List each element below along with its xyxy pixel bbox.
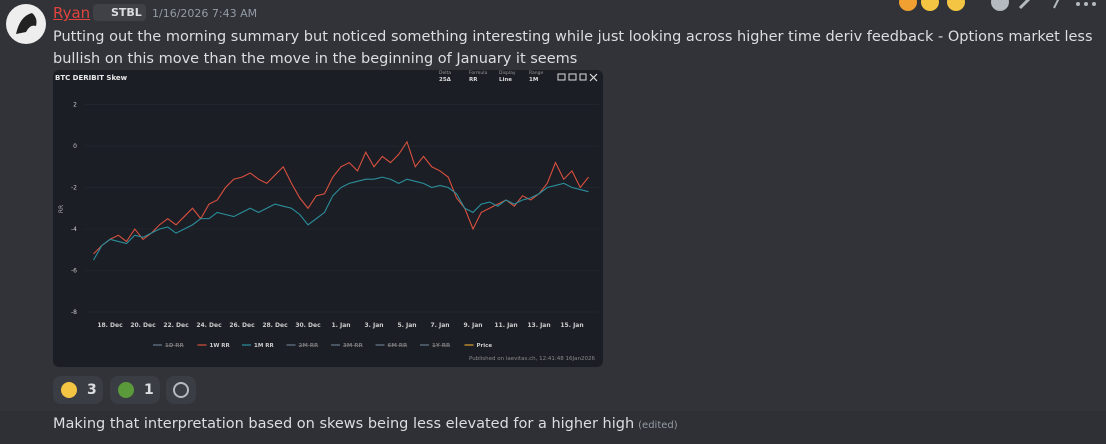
y-tick-label: -8 <box>71 309 77 316</box>
x-tick-label: 22. Dec <box>163 322 189 329</box>
message-text: Making that interpretation based on skew… <box>53 416 678 432</box>
y-axis-label: RR <box>58 205 65 213</box>
legend-label[interactable]: 1Y RR <box>432 343 451 349</box>
legend-label[interactable]: 1W RR <box>210 343 231 349</box>
control-label: Display <box>499 70 516 76</box>
x-tick-label: 18. Dec <box>97 322 123 329</box>
y-tick-label: -4 <box>71 226 77 233</box>
footnote: Published on laevitas.ch, 12:41:48 16Jan… <box>469 356 595 362</box>
legend-label[interactable]: 1M RR <box>254 343 274 349</box>
control-label: Range <box>529 70 543 76</box>
x-tick-label: 26. Dec <box>229 322 255 329</box>
reaction-pepe[interactable]: 1 <box>110 376 160 404</box>
y-tick-label: -2 <box>71 185 77 192</box>
edited-tag: (edited) <box>638 420 678 431</box>
y-tick-label: 0 <box>73 143 77 150</box>
legend-label[interactable]: 3M RR <box>343 343 363 349</box>
avatar[interactable] <box>6 4 46 44</box>
x-tick-label: 7. Jan <box>430 322 449 329</box>
legend-label[interactable]: 2M RR <box>299 343 319 349</box>
chart-toolbar[interactable] <box>557 73 598 82</box>
x-tick-label: 30. Dec <box>295 322 321 329</box>
chart-image[interactable]: BTC DERIBIT Skew RR Published on laevita… <box>53 70 603 367</box>
add-reaction[interactable] <box>166 376 196 404</box>
username[interactable]: Ryan <box>53 4 91 22</box>
control-label: Delta <box>439 70 451 76</box>
control-value: 1M <box>529 77 538 83</box>
reaction-count: 3 <box>87 382 97 398</box>
message-body: Making that interpretation based on skew… <box>53 416 635 432</box>
timestamp: 1/16/2026 7:43 AM <box>152 7 258 20</box>
legend-label[interactable]: 1D RR <box>165 343 185 349</box>
emoji <box>118 382 134 398</box>
x-tick-label: 9. Jan <box>463 322 482 329</box>
reaction-toolbar <box>899 0 1096 11</box>
reaction-thumbsup[interactable]: 3 <box>53 376 103 404</box>
x-tick-label: 5. Jan <box>397 322 416 329</box>
x-tick-label: 15. Jan <box>560 322 583 329</box>
icon <box>173 382 189 398</box>
message-text: Putting out the morning summary but noti… <box>53 29 1093 67</box>
x-tick-label: 11. Jan <box>494 322 517 329</box>
message-row-hover <box>0 411 1106 444</box>
x-tick-label: 3. Jan <box>364 322 383 329</box>
control-value: Line <box>499 77 512 83</box>
y-tick-label: -6 <box>71 268 77 275</box>
x-tick-label: 20. Dec <box>130 322 156 329</box>
control-label: Formula <box>469 70 487 76</box>
x-tick-label: 1. Jan <box>331 322 350 329</box>
control-value: 25Δ <box>439 77 452 83</box>
tag-badge: STBL <box>93 4 146 21</box>
legend-label[interactable]: Price <box>477 343 493 349</box>
x-tick-label: 28. Dec <box>262 322 288 329</box>
legend-label[interactable]: 6M RR <box>388 343 408 349</box>
reaction-count: 1 <box>144 382 154 398</box>
x-tick-label: 13. Jan <box>527 322 550 329</box>
chart-title: BTC DERIBIT Skew <box>55 74 128 82</box>
x-tick-label: 24. Dec <box>196 322 222 329</box>
series-line <box>93 176 589 261</box>
control-value: RR <box>469 77 478 83</box>
y-tick-label: 2 <box>73 102 77 109</box>
emoji <box>61 382 77 398</box>
